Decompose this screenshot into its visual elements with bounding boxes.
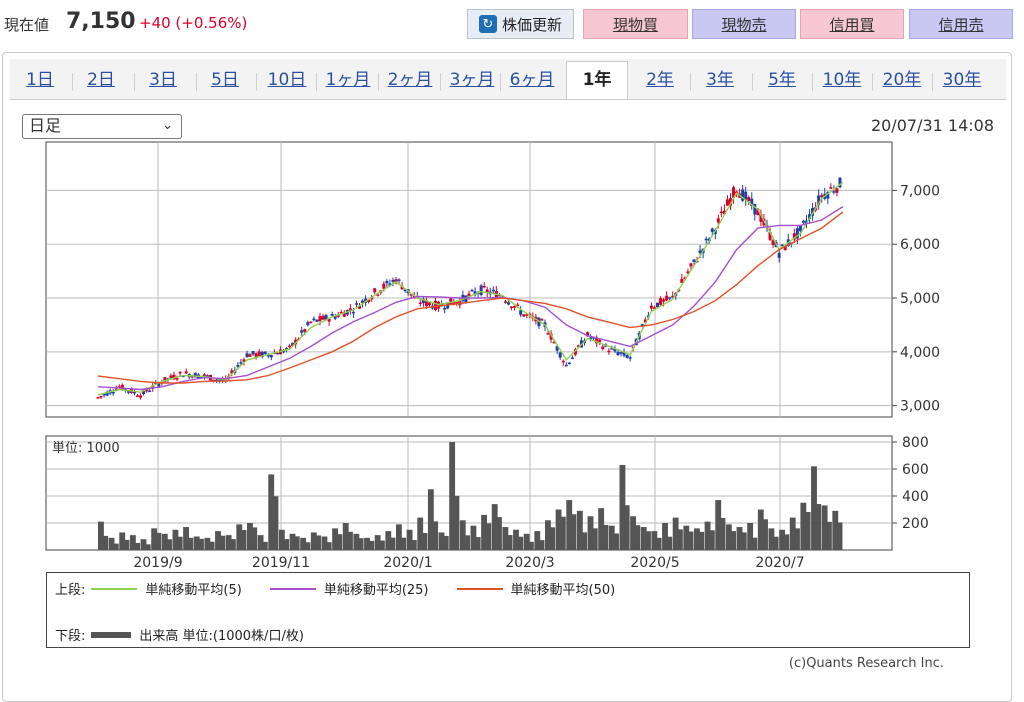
tab-12[interactable]: 5年 [768,70,796,90]
legend-ma5-swatch [91,587,138,590]
margin-sell-button[interactable]: 信用売 [909,9,1013,39]
tab-14[interactable]: 20年 [882,70,922,90]
legend-upper-row: 上段: 単純移動平均(5) 単純移動平均(25) 単純移動平均(50) [55,579,637,598]
legend-ma25: 単純移動平均(25) [264,579,429,598]
tab-10[interactable]: 2年 [646,70,674,90]
tab-11[interactable]: 3年 [706,70,734,90]
tab-separator [72,73,73,91]
refresh-icon: ↻ [478,15,497,33]
spot-buy-button[interactable]: 現物買 [583,9,688,39]
tab-0[interactable]: 1日 [26,70,54,90]
tab-2[interactable]: 3日 [149,70,177,90]
tab-separator [316,73,317,91]
chevron-down-icon: ⌄ [162,118,173,133]
legend-lower-label: 下段: [55,629,86,644]
tab-separator [196,73,197,91]
refresh-label: 株価更新 [501,15,562,34]
copyright-notice: (c)Quants Research Inc. [788,656,944,671]
legend-ma50-label: 単純移動平均(50) [510,583,616,598]
tab-separator [812,73,813,91]
period-tabs: 1日 2日 3日 5日 10日 1ヶ月 2ヶ月 3ヶ月 6ヶ月 1年 2年 3年 5年 10年 20年 30年 [10,59,1006,100]
tab-6[interactable]: 2ヶ月 [387,70,433,90]
legend-ma50-swatch [456,587,503,590]
legend-upper-label: 上段: [55,583,86,598]
tab-separator [872,73,873,91]
price-change: +40 (+0.56%) [139,14,248,32]
legend-lower-row: 下段: 出来高 単位:(1000株/口/枚) [55,625,326,644]
chart-timestamp: 20/07/31 14:08 [870,116,994,135]
tab-separator [440,73,441,91]
tab-5[interactable]: 1ヶ月 [325,70,371,90]
tab-separator [378,73,379,91]
tab-4[interactable]: 10日 [267,70,307,90]
tab-separator [134,73,135,91]
legend-volume-label: 出来高 単位:(1000株/口/枚) [139,629,304,644]
refresh-price-button[interactable]: ↻ 株価更新 [467,9,574,39]
tab-separator [752,73,753,91]
interval-select[interactable]: 日足 ⌄ [22,114,182,139]
tab-1[interactable]: 2日 [87,70,115,90]
quote-header: 現在値 7,150 +40 (+0.56%) ↻ 株価更新 現物買 現物売 信用… [0,0,1024,46]
legend-ma5-label: 単純移動平均(5) [145,583,242,598]
tab-7[interactable]: 3ヶ月 [449,70,495,90]
legend-ma25-label: 単純移動平均(25) [323,583,429,598]
tab-separator [256,73,257,91]
legend-ma25-swatch [269,587,316,590]
spot-sell-button[interactable]: 現物売 [692,9,796,39]
current-price-value: 7,150 [66,9,136,34]
tab-separator [500,73,501,91]
tab-13[interactable]: 10年 [822,70,862,90]
tab-separator [690,73,691,91]
tab-8[interactable]: 6ヶ月 [509,70,555,90]
legend-ma5: 単純移動平均(5) [85,579,242,598]
margin-buy-button[interactable]: 信用買 [800,9,904,39]
tab-separator [932,73,933,91]
interval-select-value: 日足 [29,116,62,135]
legend-volume-swatch [91,631,132,638]
current-price-label: 現在値 [4,16,50,34]
legend-ma50: 単純移動平均(50) [451,579,616,598]
legend-volume: 出来高 単位:(1000株/口/枚) [85,625,304,644]
tab-3[interactable]: 5日 [211,70,239,90]
chart-legend: 上段: 単純移動平均(5) 単純移動平均(25) 単純移動平均(50) 下段: … [46,572,970,648]
tab-15[interactable]: 30年 [942,70,982,90]
tab-9[interactable]: 1年 [566,61,628,100]
